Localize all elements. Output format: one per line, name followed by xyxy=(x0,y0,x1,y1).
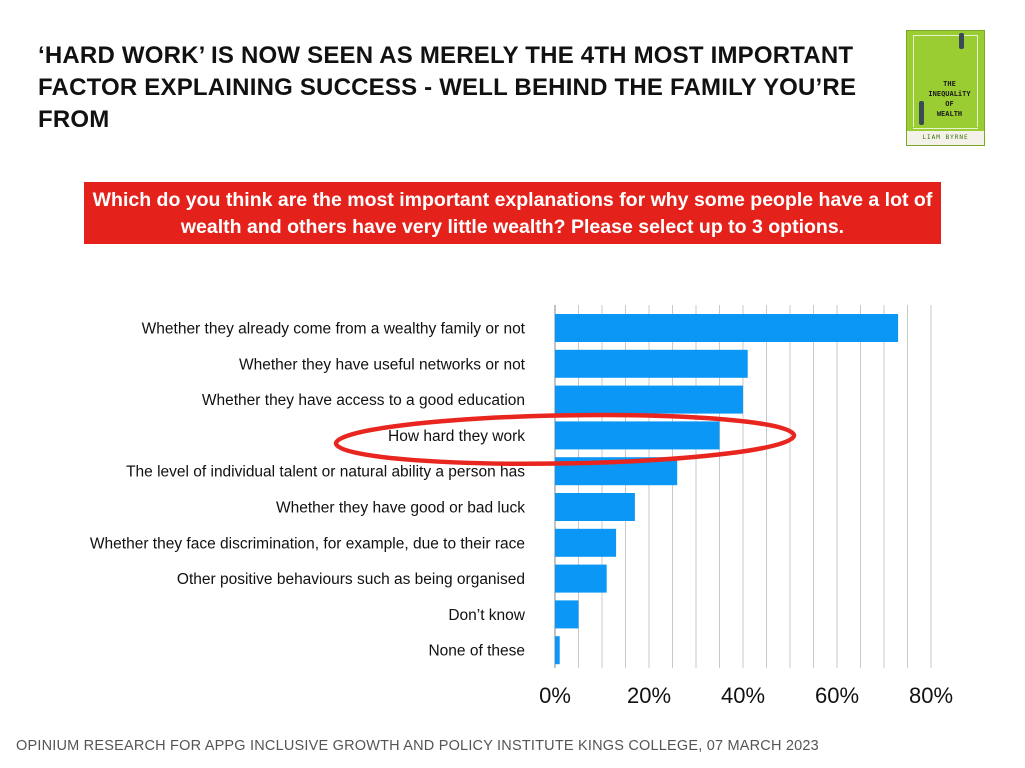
bar xyxy=(555,421,720,450)
headline: ‘HARD WORK’ IS NOW SEEN AS MERELY THE 4T… xyxy=(38,42,857,133)
book-cover-title: THE INEQUALiTY OF WEALTH xyxy=(928,80,971,118)
category-label: Whether they face discrimination, for ex… xyxy=(90,535,525,552)
category-label: The level of individual talent or natura… xyxy=(126,464,525,481)
category-label: None of these xyxy=(428,643,525,660)
bar xyxy=(555,493,635,521)
bar xyxy=(555,600,579,629)
bar xyxy=(555,636,560,665)
category-label: Whether they already come from a wealthy… xyxy=(142,321,526,338)
bar xyxy=(555,385,743,414)
book-cover-image: THE INEQUALiTY OF WEALTH LIAM BYRNE xyxy=(906,30,985,146)
bar-chart: Whether they already come from a wealthy… xyxy=(90,305,953,708)
book-cover-lines xyxy=(913,35,978,127)
category-label: Whether they have useful networks or not xyxy=(239,356,526,373)
category-label: Don’t know xyxy=(448,607,525,624)
book-cover-line xyxy=(913,128,978,129)
bar xyxy=(555,314,899,342)
category-label: How hard they work xyxy=(388,428,525,445)
book-cover-figure xyxy=(959,33,964,49)
bar xyxy=(555,564,607,593)
category-label: Other positive behaviours such as being … xyxy=(177,571,525,588)
book-cover-author: LIAM BYRNE xyxy=(907,131,984,145)
highlight-ellipse xyxy=(333,412,797,466)
x-tick-label: 40% xyxy=(721,683,765,708)
category-label: Whether they have good or bad luck xyxy=(276,500,525,517)
book-cover-line xyxy=(913,35,978,36)
survey-question-banner: Which do you think are the most importan… xyxy=(84,182,941,244)
source-note: OPINIUM RESEARCH FOR APPG INCLUSIVE GROW… xyxy=(16,738,819,754)
book-cover-figure xyxy=(919,101,924,125)
x-tick-label: 20% xyxy=(627,683,671,708)
category-label: Whether they have access to a good educa… xyxy=(202,392,525,409)
bar xyxy=(555,349,748,378)
x-tick-label: 0% xyxy=(539,683,571,708)
bar xyxy=(555,528,617,557)
x-tick-label: 60% xyxy=(815,683,859,708)
x-tick-label: 80% xyxy=(909,683,953,708)
